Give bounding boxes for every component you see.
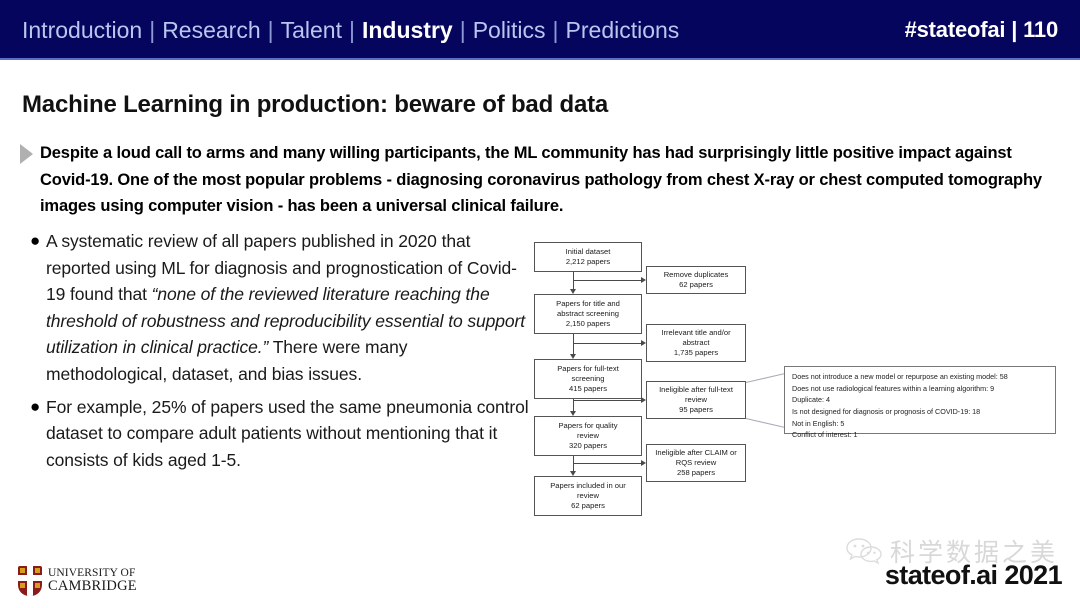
nav-item-research[interactable]: Research (162, 16, 261, 43)
prisma-flowchart: Initial dataset 2,212 papers Papers for t… (532, 236, 1062, 526)
flow-box-initial-dataset: Initial dataset 2,212 papers (534, 242, 642, 272)
university-line-1: UNIVERSITY OF (48, 566, 136, 579)
university-line-2: CAMBRIDGE (48, 578, 137, 595)
list-item: ● A systematic review of all papers publ… (30, 228, 530, 388)
nav-separator: | (459, 16, 466, 43)
flow-arrow-right-icon (641, 396, 646, 403)
flow-detail-exclusion-reasons: Does not introduce a new model or repurp… (784, 366, 1056, 439)
bullet-dot-icon: ● (30, 396, 41, 416)
lead-paragraph-block: Despite a loud call to arms and many wil… (20, 140, 1065, 220)
flow-box-ineligible-claim-rqs: Ineligible after CLAIM or RQS review 258 p… (646, 444, 746, 482)
flow-box-remove-duplicates: Remove duplicates 62 papers (646, 266, 746, 294)
flow-arrow-down-icon (569, 411, 576, 416)
flow-arrow-down-icon (569, 289, 576, 294)
flow-arrow-right-icon (641, 276, 646, 283)
flow-box-title-abstract-screening: Papers for title and abstract screening 2,… (534, 294, 642, 334)
university-of-cambridge-logo: UNIVERSITY OF CAMBRIDGE (18, 566, 137, 596)
hashtag-and-page-number: #stateofai | 110 (904, 17, 1059, 42)
flow-connector-horizontal (573, 400, 641, 401)
nav-separator: | (149, 16, 156, 43)
flow-arrow-right-icon (641, 459, 646, 466)
flow-arrow-down-icon (569, 471, 576, 476)
bullet-text: A systematic review of all papers publis… (46, 231, 526, 384)
flow-box-included-in-review: Papers included in our review 62 papers (534, 476, 642, 516)
section-nav: Introduction | Research | Talent | Indus… (22, 0, 679, 60)
flow-box-irrelevant-title-abstract: Irrelevant title and/or abstract 1,735 pap… (646, 324, 746, 362)
callout-line-bottom (745, 418, 785, 428)
nav-item-introduction[interactable]: Introduction (22, 16, 143, 43)
nav-item-industry[interactable]: Industry (361, 16, 453, 43)
shield-decorations (18, 566, 42, 596)
flow-connector-horizontal (573, 343, 641, 344)
flow-connector-horizontal (573, 280, 641, 281)
flow-connector-vertical (573, 334, 574, 354)
nav-item-talent[interactable]: Talent (280, 16, 342, 43)
flow-arrow-down-icon (569, 354, 576, 359)
flow-arrow-right-icon (641, 339, 646, 346)
triangle-bullet-icon (20, 144, 33, 164)
nav-separator: | (267, 16, 274, 43)
nav-item-predictions[interactable]: Predictions (565, 16, 680, 43)
callout-line-top (745, 373, 785, 383)
slide-header: Introduction | Research | Talent | Indus… (0, 0, 1080, 60)
stateofai-brand: stateof.ai 2021 (884, 560, 1063, 590)
wechat-logo-icon (845, 536, 885, 566)
flow-connector-horizontal (573, 463, 641, 464)
page-title: Machine Learning in production: beware o… (22, 91, 609, 118)
lead-paragraph-text: Despite a loud call to arms and many wil… (40, 144, 1042, 216)
nav-separator: | (348, 16, 355, 43)
flow-box-quality-review: Papers for quality review 320 papers (534, 416, 642, 456)
bullet-list: ● A systematic review of all papers publ… (30, 228, 530, 479)
flow-connector-vertical (573, 399, 574, 411)
cambridge-shield-icon (18, 566, 42, 596)
flow-box-ineligible-full-text: Ineligible after full-text review 95 paper… (646, 381, 746, 419)
university-wordmark: UNIVERSITY OF CAMBRIDGE (48, 566, 137, 595)
flow-box-full-text-screening: Papers for full-text screening 415 papers (534, 359, 642, 399)
nav-separator: | (552, 16, 559, 43)
list-item: ● For example, 25% of papers used the sa… (30, 394, 530, 474)
bullet-text: For example, 25% of papers used the same… (46, 396, 529, 470)
bullet-dot-icon: ● (30, 231, 41, 250)
nav-item-politics[interactable]: Politics (472, 16, 546, 43)
